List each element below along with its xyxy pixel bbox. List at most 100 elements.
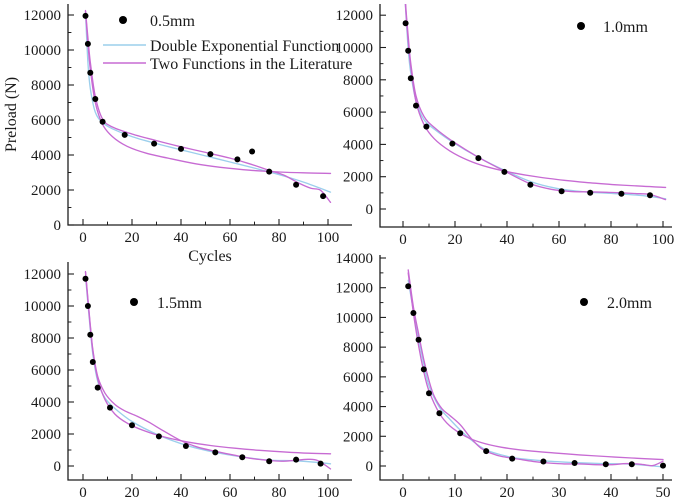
data-point <box>249 148 256 155</box>
x-tick-label: 100 <box>317 485 340 500</box>
axes <box>67 262 352 481</box>
data-point <box>571 460 578 466</box>
x-tick-label: 80 <box>272 485 287 500</box>
y-tick-label: 8000 <box>31 331 61 347</box>
data-point <box>618 190 625 197</box>
legend-marker-dot <box>130 298 138 306</box>
y-tick-label: 10000 <box>24 299 62 315</box>
data-point <box>92 96 99 102</box>
y-axis-ticks: 0 2000 4000 6000 8000 10000 12000 <box>24 267 74 475</box>
data-point <box>94 384 101 391</box>
legend-series-label: 1.5mm <box>157 295 202 312</box>
x-tick-label: 20 <box>500 485 515 500</box>
data-point <box>320 193 327 200</box>
data-point <box>628 461 635 468</box>
x-tick-label: 80 <box>604 232 619 248</box>
y-tick-label: 2000 <box>343 170 373 186</box>
y-tick-label: 8000 <box>343 73 373 89</box>
legend: 1.5mm <box>130 295 202 312</box>
data-point <box>84 40 91 47</box>
data-point <box>212 449 219 456</box>
legend: 2.0mm <box>580 295 652 312</box>
y-tick-label: 8000 <box>31 78 61 94</box>
legend: 1.0mm <box>577 19 648 36</box>
x-axis-ticks: 0 10 20 30 40 50 <box>399 474 671 500</box>
data-point <box>420 366 427 373</box>
data-point <box>266 168 273 175</box>
y-axis-label: Preload (N) <box>3 77 20 152</box>
data-point <box>436 410 443 417</box>
data-point <box>413 102 419 109</box>
data-point <box>410 310 417 316</box>
y-tick-label: 8000 <box>343 340 373 356</box>
data-point <box>107 404 113 411</box>
scatter-points <box>82 12 327 200</box>
y-tick-label: 4000 <box>31 148 61 164</box>
legend-marker-dot <box>580 298 588 306</box>
data-point <box>121 131 128 138</box>
fit-curve-literature-2 <box>404 4 667 201</box>
y-tick-label: 12000 <box>336 281 374 297</box>
x-tick-label: 30 <box>552 485 567 500</box>
x-tick-label: 20 <box>125 485 140 500</box>
y-tick-label: 12000 <box>336 8 374 24</box>
y-tick-label: 2000 <box>31 427 61 443</box>
data-point <box>402 20 409 27</box>
data-point <box>155 433 162 440</box>
fit-curves <box>407 269 664 468</box>
scatter-points <box>402 20 653 199</box>
y-tick-label: 0 <box>54 218 62 234</box>
x-tick-label: 0 <box>399 485 407 500</box>
data-point <box>178 145 184 152</box>
y-tick-label: 10000 <box>24 43 62 59</box>
y-axis-ticks: 0 2000 4000 6000 8000 10000 12000 <box>336 8 386 218</box>
y-tick-label: 6000 <box>343 370 373 386</box>
fit-curve-literature-2 <box>84 270 332 470</box>
data-point <box>540 458 547 465</box>
y-tick-label: 4000 <box>31 395 61 411</box>
x-tick-label: 40 <box>174 230 189 246</box>
x-tick-label: 100 <box>317 230 340 246</box>
x-axis-label: Cycles <box>188 248 232 265</box>
fit-curve-literature-1 <box>84 10 332 175</box>
y-axis-ticks: 0 2000 4000 6000 8000 10000 12000 14000 <box>336 251 386 475</box>
subplot-2.0mm: 0 10 20 30 40 50 0 2000 4000 6000 8000 10000 12000 14… <box>336 251 672 500</box>
data-point <box>99 118 106 125</box>
subplot-1.0mm: 0 20 40 60 80 100 0 2000 4000 6000 8000 10000 12000 1… <box>336 4 675 248</box>
x-tick-label: 40 <box>500 232 515 248</box>
data-point <box>234 156 241 163</box>
data-point <box>558 188 565 195</box>
y-tick-label: 6000 <box>343 105 373 121</box>
y-tick-label: 10000 <box>336 310 374 326</box>
legend-marker-dot <box>119 16 127 24</box>
data-point <box>407 75 414 82</box>
axes <box>379 255 672 481</box>
data-point <box>182 443 189 449</box>
data-point <box>405 47 412 54</box>
data-point <box>82 12 89 19</box>
data-point <box>423 123 430 130</box>
y-tick-label: 4000 <box>343 400 373 416</box>
x-tick-label: 60 <box>223 230 238 246</box>
data-point <box>84 303 91 309</box>
fit-curve-literature-2 <box>407 269 664 467</box>
y-tick-label: 10000 <box>336 41 374 57</box>
data-point <box>151 140 158 147</box>
legend-entry-label: Two Functions in the Literature <box>150 56 352 73</box>
data-point <box>207 151 214 158</box>
x-tick-label: 100 <box>652 232 675 248</box>
y-tick-label: 12000 <box>24 267 62 283</box>
y-tick-label: 0 <box>54 459 62 475</box>
fit-curve-literature-2 <box>84 9 332 203</box>
data-point <box>266 458 273 465</box>
scatter-points <box>82 275 324 467</box>
data-point <box>405 283 412 290</box>
scatter-points <box>405 283 666 469</box>
x-tick-label: 10 <box>448 485 463 500</box>
y-tick-label: 6000 <box>31 113 61 129</box>
x-tick-label: 0 <box>79 230 87 246</box>
data-point <box>602 461 609 468</box>
